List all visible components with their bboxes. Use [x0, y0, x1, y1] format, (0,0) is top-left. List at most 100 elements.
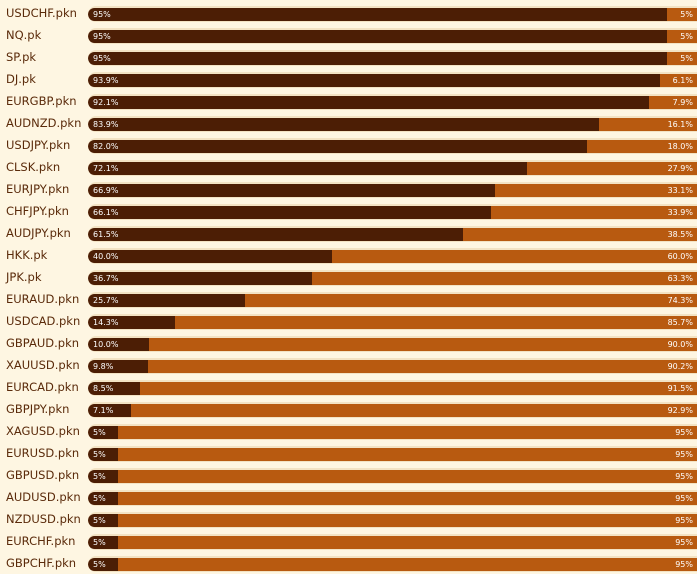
long-percent-label: 5% [93, 516, 106, 525]
symbol-label: JPK.pk [6, 270, 42, 284]
short-percent-label: 95% [675, 428, 693, 437]
bar-track: 40.0% 60.0% [88, 248, 697, 264]
short-percent-label: 92.9% [667, 406, 693, 415]
long-segment [88, 382, 140, 395]
bar-row: AUDJPY.pkn 61.5% 38.5% [0, 222, 697, 244]
short-segment [118, 492, 697, 505]
short-segment [131, 404, 697, 417]
bar-row: GBPUSD.pkn 5% 95% [0, 464, 697, 486]
symbol-label: SP.pk [6, 50, 37, 64]
long-segment [88, 338, 149, 351]
long-segment [88, 250, 332, 263]
short-percent-label: 5% [680, 54, 693, 63]
long-percent-label: 61.5% [93, 230, 119, 239]
bar-row: CLSK.pkn 72.1% 27.9% [0, 156, 697, 178]
short-percent-label: 60.0% [667, 252, 693, 261]
long-segment [88, 404, 131, 417]
short-segment [495, 184, 697, 197]
long-percent-label: 72.1% [93, 164, 119, 173]
bar-row: HKK.pk 40.0% 60.0% [0, 244, 697, 266]
short-percent-label: 27.9% [667, 164, 693, 173]
long-segment [88, 360, 148, 373]
short-segment [332, 250, 697, 263]
symbol-label: EURCAD.pkn [6, 380, 79, 394]
short-segment [118, 514, 697, 527]
symbol-label: USDCAD.pkn [6, 314, 81, 328]
bar-track: 61.5% 38.5% [88, 226, 697, 242]
long-percent-label: 95% [93, 32, 111, 41]
bar-row: EURCAD.pkn 8.5% 91.5% [0, 376, 697, 398]
bar-track: 25.7% 74.3% [88, 292, 697, 308]
long-segment [88, 514, 118, 527]
long-percent-label: 9.8% [93, 362, 114, 371]
symbol-label: AUDUSD.pkn [6, 490, 81, 504]
long-segment [88, 96, 649, 109]
long-segment [88, 118, 599, 131]
symbol-label: CLSK.pkn [6, 160, 61, 174]
long-segment [88, 52, 667, 65]
long-percent-label: 10.0% [93, 340, 119, 349]
bar-row: USDCHF.pkn 95% 5% [0, 2, 697, 24]
short-percent-label: 33.9% [667, 208, 693, 217]
short-segment [667, 8, 697, 21]
bar-track: 95% 5% [88, 6, 697, 22]
short-percent-label: 95% [675, 494, 693, 503]
short-percent-label: 95% [675, 450, 693, 459]
long-percent-label: 7.1% [93, 406, 114, 415]
bar-track: 66.1% 33.9% [88, 204, 697, 220]
short-segment [118, 558, 697, 571]
long-segment [88, 206, 491, 219]
bar-track: 5% 95% [88, 556, 697, 572]
long-percent-label: 66.9% [93, 186, 119, 195]
short-percent-label: 33.1% [667, 186, 693, 195]
symbol-label: GBPCHF.pkn [6, 556, 77, 570]
short-percent-label: 5% [680, 32, 693, 41]
bar-row: USDCAD.pkn 14.3% 85.7% [0, 310, 697, 332]
long-segment [88, 74, 660, 87]
short-segment [118, 536, 697, 549]
bar-track: 7.1% 92.9% [88, 402, 697, 418]
short-segment [175, 316, 697, 329]
bar-track: 82.0% 18.0% [88, 138, 697, 154]
short-percent-label: 90.2% [667, 362, 693, 371]
bar-row: EURJPY.pkn 66.9% 33.1% [0, 178, 697, 200]
long-segment [88, 272, 312, 285]
bar-row: DJ.pk 93.9% 6.1% [0, 68, 697, 90]
short-segment [118, 470, 697, 483]
bar-row: CHFJPY.pkn 66.1% 33.9% [0, 200, 697, 222]
bar-track: 95% 5% [88, 28, 697, 44]
long-percent-label: 40.0% [93, 252, 119, 261]
short-percent-label: 95% [675, 538, 693, 547]
short-segment [527, 162, 697, 175]
long-percent-label: 5% [93, 494, 106, 503]
long-segment [88, 492, 118, 505]
bar-row: EURUSD.pkn 5% 95% [0, 442, 697, 464]
bar-track: 83.9% 16.1% [88, 116, 697, 132]
long-segment [88, 184, 495, 197]
symbol-label: XAGUSD.pkn [6, 424, 80, 438]
symbol-label: GBPJPY.pkn [6, 402, 70, 416]
bar-row: XAGUSD.pkn 5% 95% [0, 420, 697, 442]
long-segment [88, 294, 245, 307]
bar-track: 36.7% 63.3% [88, 270, 697, 286]
bar-row: EURGBP.pkn 92.1% 7.9% [0, 90, 697, 112]
short-percent-label: 38.5% [667, 230, 693, 239]
bar-track: 5% 95% [88, 424, 697, 440]
short-segment [660, 74, 697, 87]
long-segment [88, 316, 175, 329]
bar-row: EURAUD.pkn 25.7% 74.3% [0, 288, 697, 310]
short-percent-label: 7.9% [672, 98, 693, 107]
long-percent-label: 95% [93, 10, 111, 19]
short-percent-label: 95% [675, 560, 693, 569]
bar-row: GBPJPY.pkn 7.1% 92.9% [0, 398, 697, 420]
bar-row: AUDNZD.pkn 83.9% 16.1% [0, 112, 697, 134]
short-percent-label: 63.3% [667, 274, 693, 283]
symbol-label: CHFJPY.pkn [6, 204, 69, 218]
long-segment [88, 448, 118, 461]
short-segment [587, 140, 697, 153]
symbol-label: AUDJPY.pkn [6, 226, 71, 240]
bar-row: JPK.pk 36.7% 63.3% [0, 266, 697, 288]
short-percent-label: 18.0% [667, 142, 693, 151]
short-percent-label: 95% [675, 472, 693, 481]
